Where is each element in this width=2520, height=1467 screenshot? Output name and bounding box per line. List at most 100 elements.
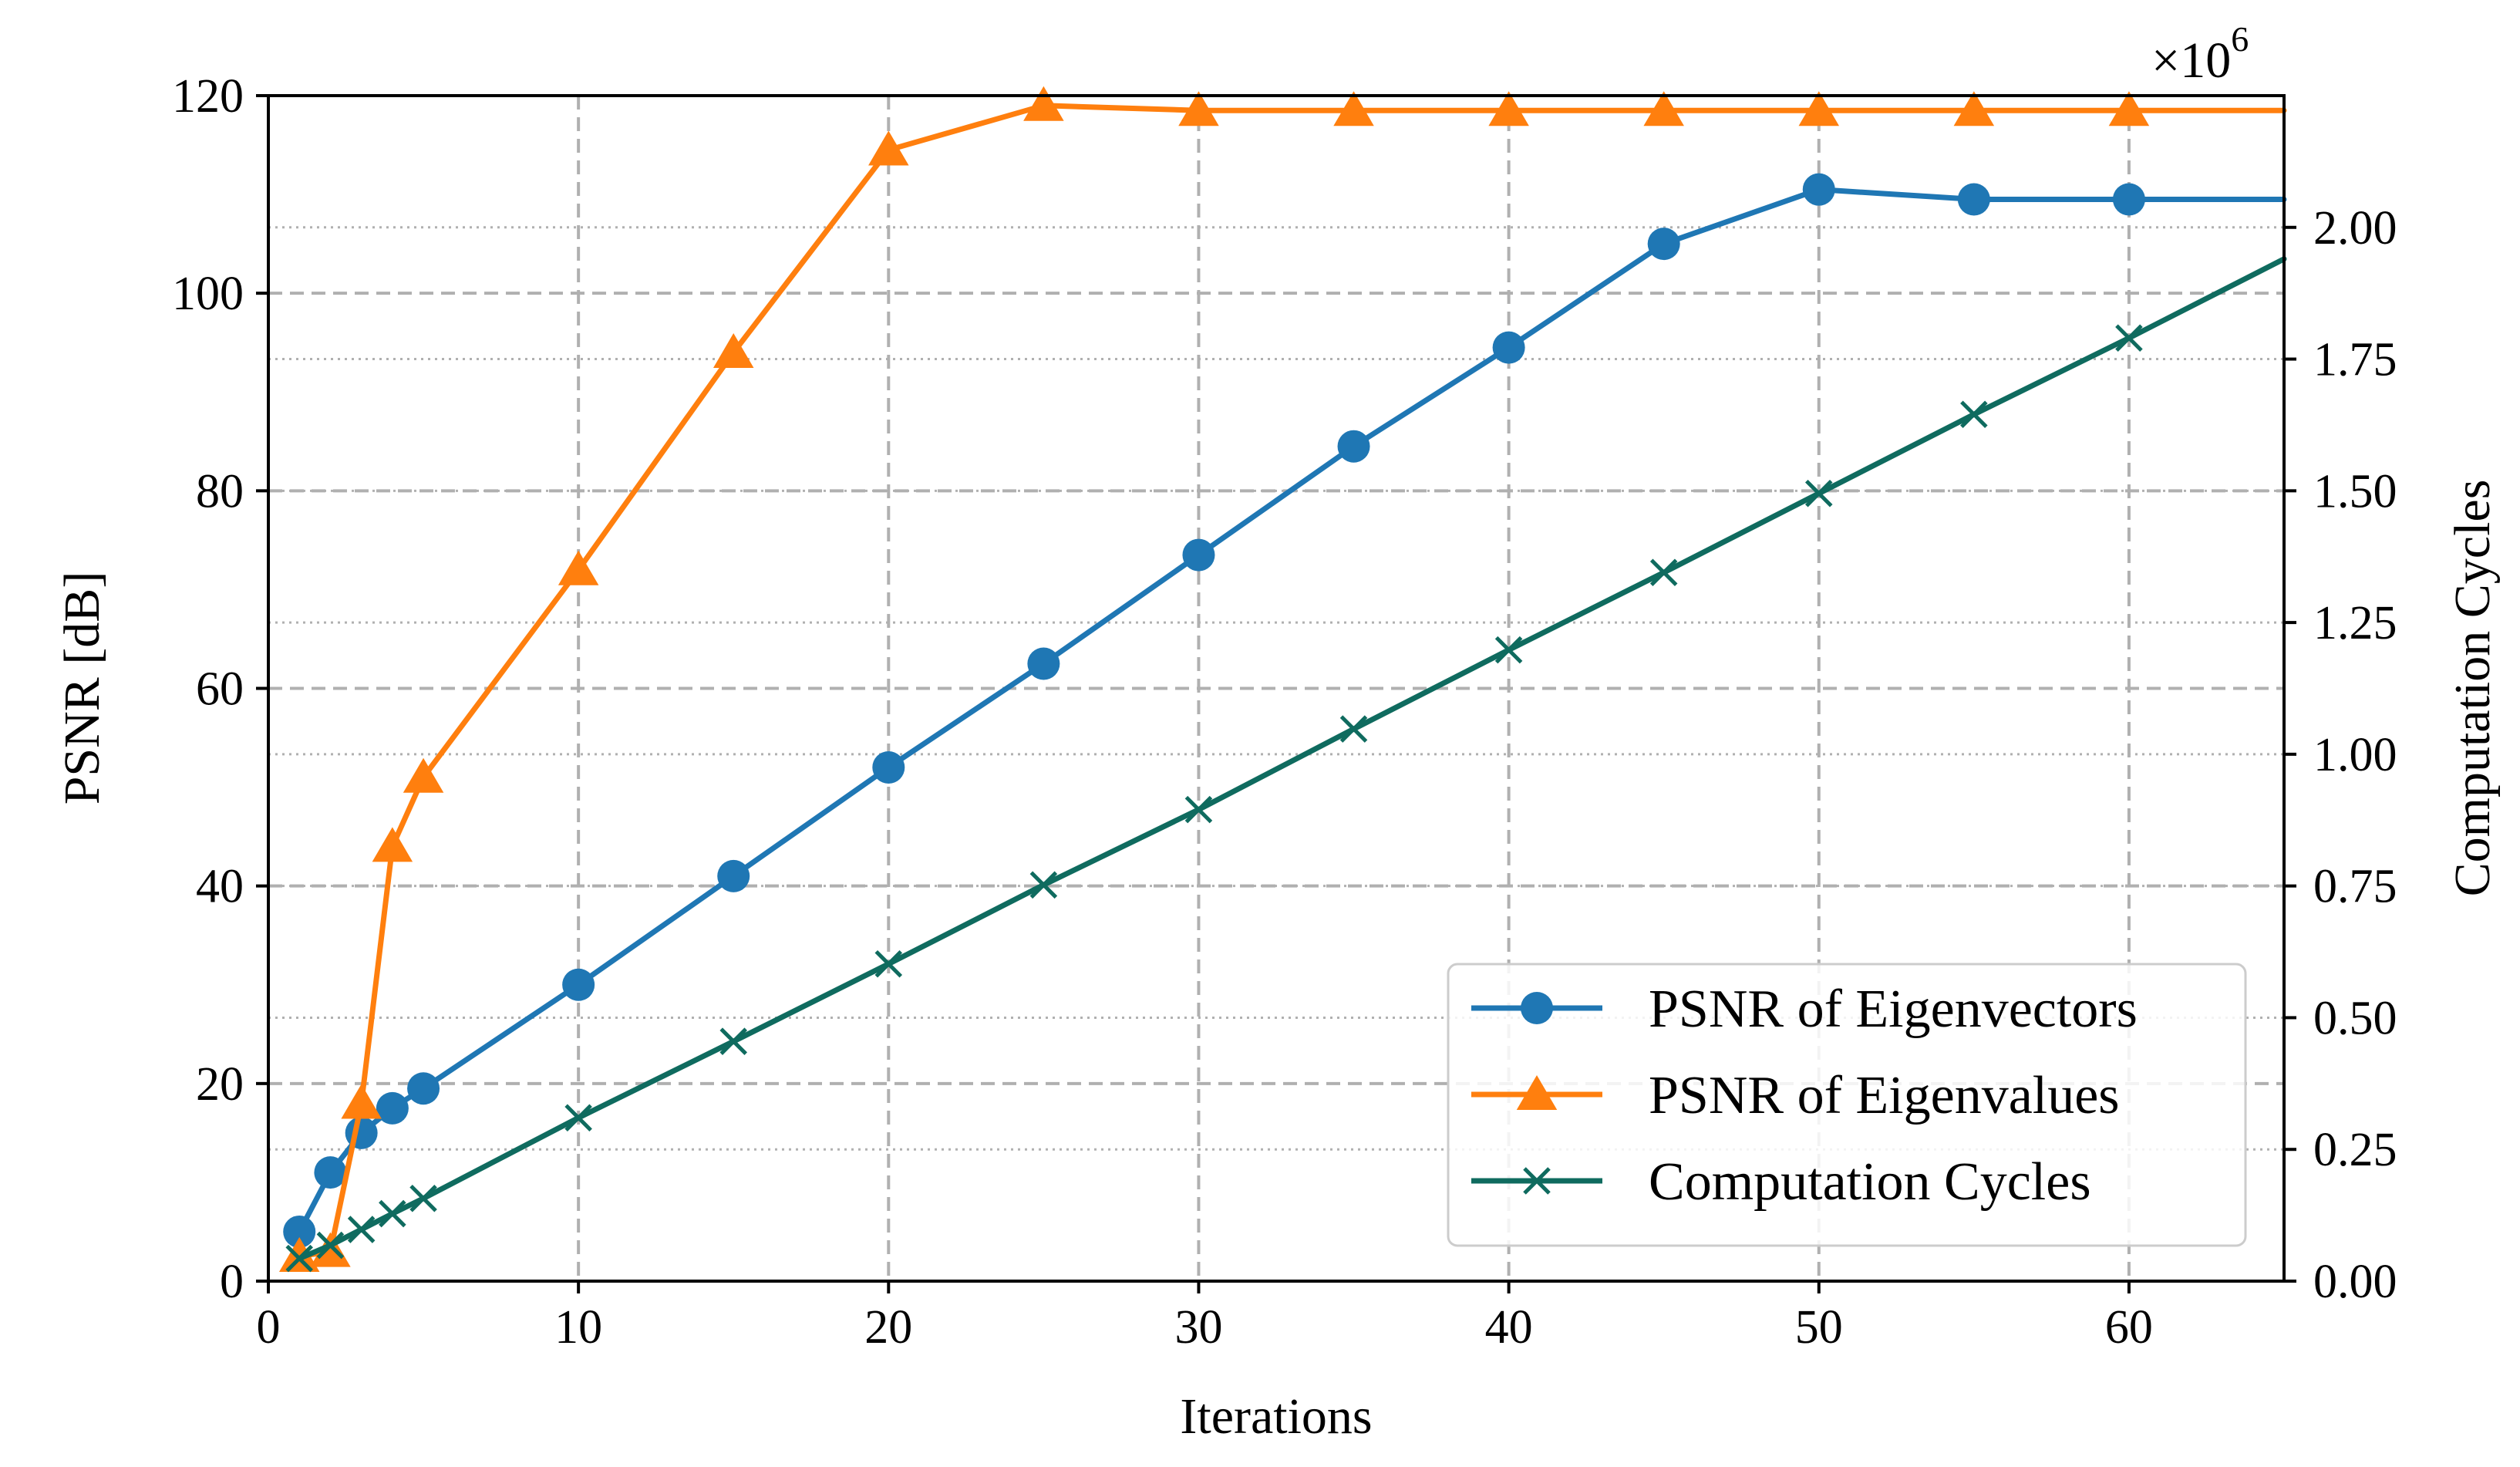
data-point-x [719,1027,747,1055]
data-point-triangle [558,550,599,585]
legend-entry: PSNR of Eigenvalues [1471,1066,2120,1125]
data-point-x-stroke [1184,795,1213,824]
data-point-circle [314,1156,347,1189]
x-tick-label: 20 [864,1301,912,1354]
data-point-circle [1492,331,1525,364]
data-point-circle [1337,430,1370,463]
data-point-x [316,1231,345,1260]
data-point-x-stroke [379,1199,406,1228]
data-point-x-stroke [2115,324,2143,352]
data-point-x [1649,558,1678,586]
data-point-x-stroke [1805,479,1833,508]
data-point-circle [1647,228,1680,261]
data-point-circle [562,968,595,1001]
y-left-tick-label: 120 [172,70,244,123]
y-left-tick-label: 40 [196,861,244,913]
y-right-tick-label: 1.25 [2313,597,2397,649]
x-tick-label: 30 [1174,1301,1222,1354]
y-left-tick-label: 60 [196,663,244,716]
data-point-circle [1957,183,1990,216]
data-point-x [2115,324,2143,352]
data-point-circle [1802,173,1835,206]
data-point-x [409,1184,437,1212]
right-axis-exponent: 6 [2231,19,2249,59]
x-axis-title: Iterations [1180,1388,1372,1445]
y-right-tick-label: 1.50 [2313,465,2397,518]
y-right-axis-title: Computation Cycles [2444,480,2501,897]
data-point-circle [376,1091,409,1125]
data-point-x [1805,479,1833,508]
y-right-tick-label: 0.75 [2313,861,2397,913]
data-point-circle [1027,647,1060,680]
data-point-x [1494,636,1523,664]
legend-label: Computation Cycles [1649,1152,2091,1212]
data-point-x-stroke [719,1027,747,1055]
legend: PSNR of Eigenvectors PSNR of Eigenvalues C… [1447,963,2247,1247]
data-point-triangle [1333,91,1374,126]
data-point-x-stroke [874,949,903,978]
data-point-triangle [1023,86,1064,121]
y-left-tick-label: 0 [220,1256,244,1308]
series-0 [283,173,2287,1248]
data-point-x-stroke [1960,400,1988,429]
data-point-triangle [1643,91,1684,126]
data-point-triangle [341,1084,382,1119]
legend-label: PSNR of Eigenvectors [1649,980,2138,1039]
right-axis-multiplier: ×106 [2151,19,2249,89]
legend-entries: PSNR of Eigenvectors PSNR of Eigenvalues C… [1471,980,2138,1212]
data-point-x-stroke [564,1104,592,1132]
y-right-tick-label: 1.00 [2313,729,2397,781]
data-point-x-stroke [347,1216,376,1243]
data-point-circle [345,1116,378,1149]
data-point-x-stroke [285,1244,313,1273]
y-right-tick-label: 0.25 [2313,1124,2397,1176]
data-point-x [1960,400,1988,429]
data-point-triangle [868,130,909,166]
data-point-x [564,1104,592,1132]
data-point-triangle [403,757,444,793]
data-point-circle [2112,183,2145,216]
data-point-circle [407,1072,440,1105]
legend-box [1447,963,2247,1247]
x-tick-label: 0 [257,1301,281,1354]
data-point-x [1339,715,1368,743]
data-point-x [347,1216,376,1243]
series-1 [278,86,2287,1272]
data-point-x-stroke [1494,636,1523,664]
legend-label: PSNR of Eigenvalues [1649,1066,2120,1125]
y-right-tick-label: 1.75 [2313,334,2397,386]
data-point-x-stroke [409,1184,437,1212]
ticks-layer: 0 10 20 30 40 50 60 0 20 40 60 80 100 120 0.00 0.25 0.50… [172,70,2397,1354]
data-point-triangle [713,333,754,369]
y-right-tick-label: 0.00 [2313,1256,2397,1308]
data-point-triangle [1798,91,1840,126]
data-point-triangle [372,827,413,862]
data-point-x [874,949,903,978]
legend-marker-x-stroke [1523,1167,1551,1195]
y-left-tick-label: 100 [172,268,244,320]
y-right-tick-label: 2.00 [2313,202,2397,255]
data-point-x [285,1244,313,1273]
data-point-circle [283,1215,316,1248]
x-tick-label: 40 [1485,1301,1533,1354]
legend-entry: PSNR of Eigenvectors [1471,980,2138,1039]
legend-marker-x [1523,1167,1551,1195]
series-2 [285,256,2287,1273]
data-point-x-stroke [1029,871,1058,899]
data-point-triangle [278,1236,320,1272]
legend-entry: Computation Cycles [1471,1152,2091,1212]
data-point-triangle [310,1232,351,1267]
data-point-x-stroke [1649,558,1678,586]
data-point-circle [872,750,905,784]
series-layer [278,86,2287,1273]
y-left-tick-label: 20 [196,1058,244,1111]
data-point-x-stroke [1339,715,1368,743]
data-point-circle [1182,538,1215,572]
data-point-circle [717,859,750,892]
legend-marker-circle [1521,992,1553,1024]
data-point-x-stroke [316,1231,345,1260]
data-point-triangle [1953,91,1995,126]
x-tick-label: 60 [2105,1301,2153,1354]
